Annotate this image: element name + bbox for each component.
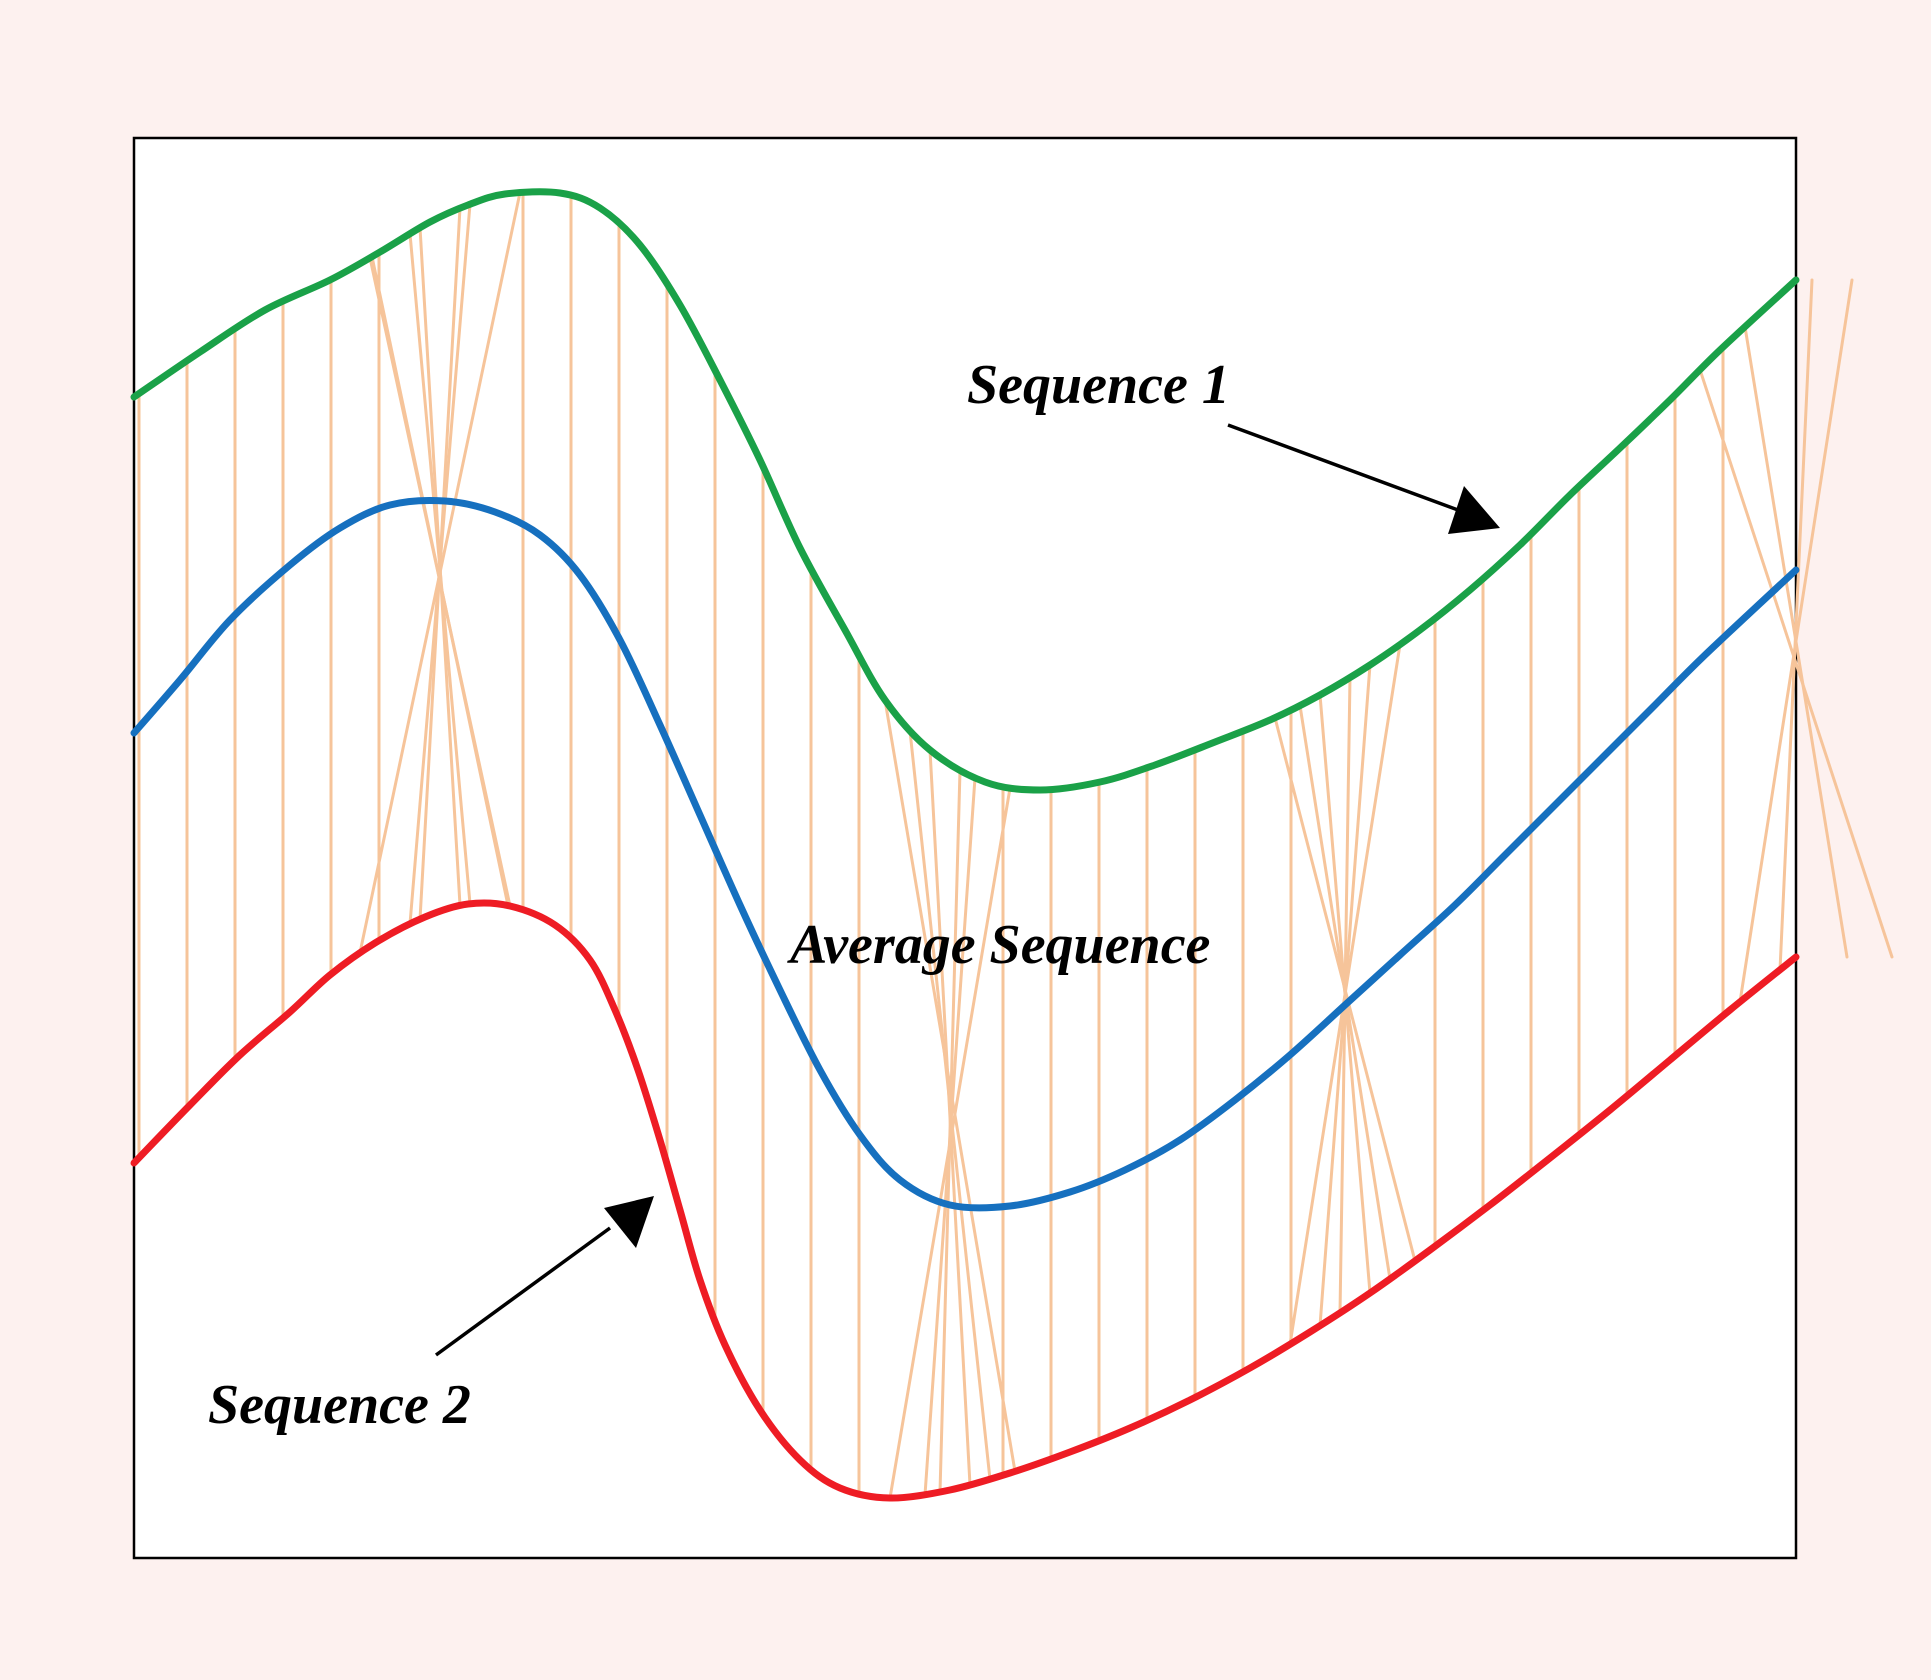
sequence-2-label: Sequence 2 — [208, 1374, 471, 1436]
alignment-link-warped — [1778, 278, 1814, 972]
sequence-2-arrowhead — [604, 1196, 654, 1248]
sequence-1-curve — [130, 188, 1800, 794]
sequence-1-arrow — [1227, 423, 1500, 534]
average-sequence-curve — [130, 496, 1800, 1212]
alignment-link-warped — [1298, 704, 1392, 1281]
sequence-1-arrowhead — [1448, 486, 1500, 534]
sequence-1-label: Sequence 1 — [967, 354, 1230, 416]
sequence-1-arrow-shaft — [1227, 423, 1459, 512]
sequence-2-arrow-shaft — [434, 1226, 612, 1357]
sequence-2-curve — [130, 899, 1800, 1502]
plot-frame — [132, 136, 1798, 1560]
alignment-link-warped — [408, 232, 472, 906]
alignment-link-warped — [908, 729, 992, 1481]
alignment-link-warped — [1698, 368, 1894, 959]
sequence-2-arrow — [434, 1196, 654, 1357]
alignment-link-warped — [938, 768, 962, 1494]
alignment-links — [137, 190, 1894, 1500]
average-sequence-label: Average Sequence — [787, 914, 1210, 976]
alignment-link-warped — [368, 256, 512, 908]
